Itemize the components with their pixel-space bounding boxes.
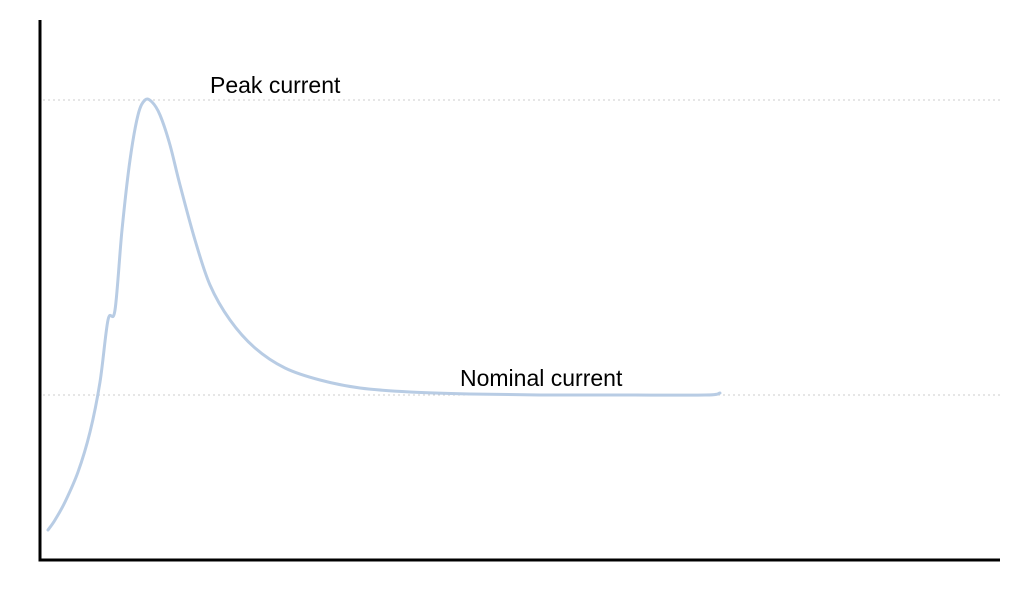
chart-svg [0,0,1019,602]
nominal-current-label: Nominal current [460,365,622,392]
peak-current-label: Peak current [210,72,340,99]
current-chart: Peak current Nominal current [0,0,1019,602]
